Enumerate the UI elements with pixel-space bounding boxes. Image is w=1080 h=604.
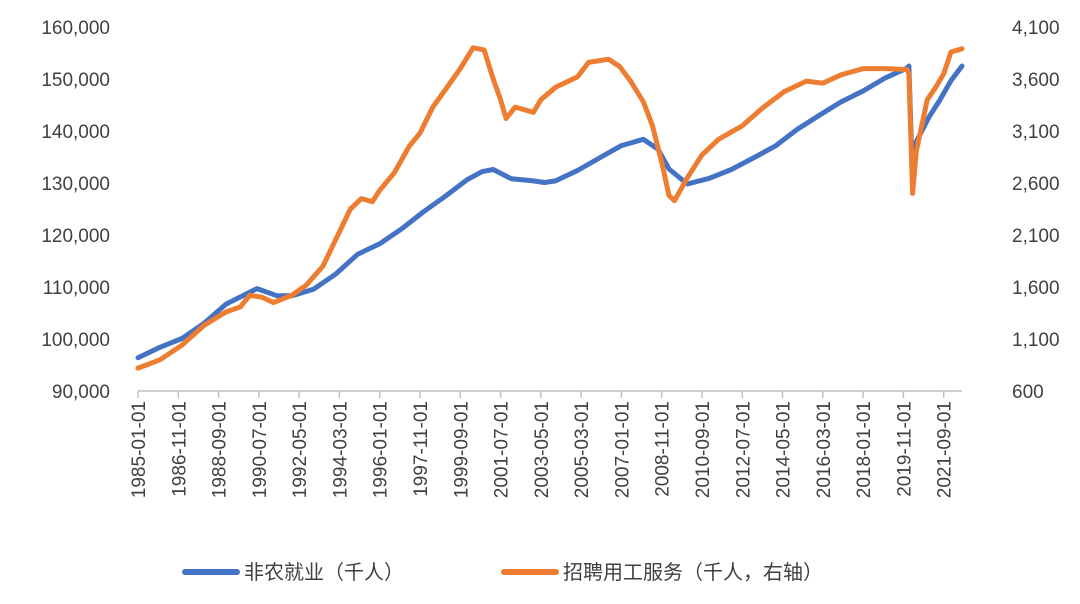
left-axis-tick-label: 130,000 [41,174,110,195]
x-axis-tick-label: 2014-05-01 [774,401,795,498]
x-axis-tick-label: 1992-05-01 [290,401,311,498]
left-axis-tick-label: 140,000 [41,122,110,143]
series-lines [135,45,965,371]
x-axis-tick-label: 1990-07-01 [250,401,271,498]
x-axis-tick-label: 2001-07-01 [492,401,513,498]
x-axis-tick-label: 2007-01-01 [612,401,633,498]
x-axis-tick-label: 2010-09-01 [693,401,714,498]
legend-item-staffing: 招聘用工服务（千人，右轴） [501,560,823,584]
x-axis-tick-label: 1986-11-01 [169,401,190,497]
left-axis-tick-labels: 90,000 100,000 110,000 120,000 130,000 140,00… [41,18,110,403]
x-axis-tick-label: 2008-11-01 [653,401,674,497]
legend-label-nonfarm: 非农就业（千人） [244,560,404,584]
right-axis-tick-label: 600 [1012,382,1044,403]
x-axis-tick-label: 2005-03-01 [572,401,593,498]
right-axis-tick-label: 3,100 [1012,122,1060,143]
series-line-staffing [135,45,965,371]
right-axis-tick-label: 2,600 [1012,174,1060,195]
left-axis-tick-label: 110,000 [43,278,110,299]
x-axis-tick-label: 1994-03-01 [330,401,351,498]
legend: 非农就业（千人） 招聘用工服务（千人，右轴） [182,560,823,584]
series-line-nonfarm [135,63,965,361]
left-axis-tick-label: 150,000 [41,70,110,91]
right-axis-tick-label: 1,100 [1012,330,1060,351]
x-axis-tick-label: 2012-07-01 [733,401,754,498]
x-axis-tick-label: 1996-01-01 [371,401,392,498]
right-axis-tick-label: 2,100 [1012,226,1060,247]
right-axis-tick-labels: 600 1,100 1,600 2,100 2,600 3,100 3,600 4,100 [1012,18,1060,403]
x-axis-tick-label: 2019-11-01 [894,401,915,497]
x-axis-tick-label: 2021-09-01 [935,401,956,498]
x-axis-tick-label: 1999-09-01 [451,401,472,498]
right-axis-tick-label: 3,600 [1012,70,1060,91]
x-axis-tick-label: 1997-11-01 [411,401,432,497]
legend-label-staffing: 招聘用工服务（千人，右轴） [563,560,823,584]
left-axis-tick-label: 120,000 [41,226,110,247]
left-axis-tick-label: 90,000 [52,382,110,403]
left-axis-tick-label: 160,000 [41,18,110,39]
x-axis-ticks: 1985-01-01 1986-11-01 1988-09-01 1990-07-01… [129,391,956,498]
x-axis-tick-label: 2003-05-01 [532,401,553,498]
x-axis-tick-label: 2016-03-01 [814,401,835,498]
x-axis-tick-label: 1988-09-01 [210,401,231,498]
right-axis-tick-label: 1,600 [1012,278,1060,299]
x-axis-tick-label: 2018-01-01 [854,401,875,498]
right-axis-tick-label: 4,100 [1012,18,1060,39]
left-axis-tick-label: 100,000 [41,330,110,351]
x-axis-tick-label: 1985-01-01 [129,401,150,498]
legend-item-nonfarm: 非农就业（千人） [182,560,404,584]
